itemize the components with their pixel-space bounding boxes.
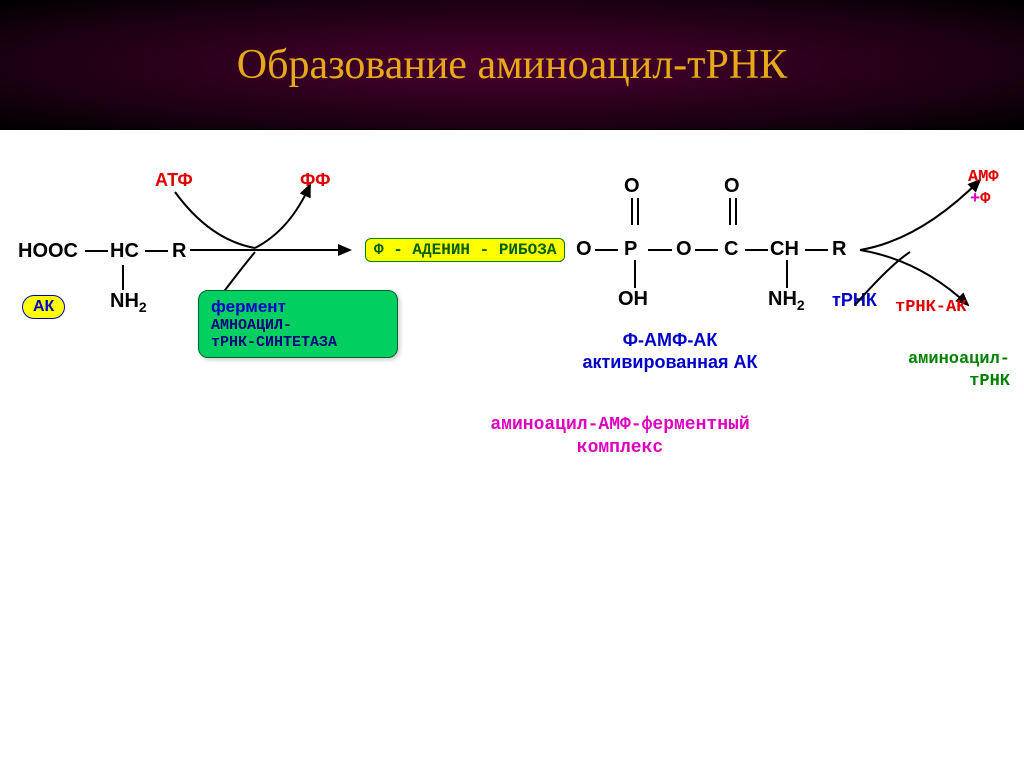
complex-label2: комплекс [420, 438, 820, 458]
aminoacyl-label1: аминоацил- [880, 350, 1010, 369]
c-atom: C [724, 238, 738, 261]
page-title: Образование аминоацил-тРНК [237, 41, 787, 89]
ak-pill: АК [22, 295, 65, 319]
activated-ak-label1: Ф-АМФ-АК [540, 330, 800, 351]
reaction-diagram: HOOC HC R NH2 АК АТФ ФФ фермент АМНОАЦИЛ… [0, 130, 1024, 768]
trna-ak-label: тРНК-АК [895, 298, 966, 317]
amp-label: АМФ [968, 168, 999, 187]
slide-header: Образование аминоацил-тРНК [0, 0, 1024, 130]
o-bridge-mid: O [676, 238, 692, 261]
p-atom: P [624, 238, 637, 261]
ch-label: CH [770, 238, 799, 261]
o-bridge-left: O [576, 238, 592, 261]
r2-label: R [832, 238, 846, 261]
enzyme-line2a: АМНОАЦИЛ- [211, 317, 385, 334]
o-top-1: O [624, 175, 640, 198]
complex-label1: аминоацил-АМФ-ферментный [420, 415, 820, 435]
enzyme-line2b: тРНК-СИНТЕТАЗА [211, 334, 385, 351]
o-top-2: O [724, 175, 740, 198]
activated-ak-label2: активированная АК [540, 352, 800, 373]
plus-p-label: +Ф [970, 190, 990, 209]
enzyme-line1: фермент [211, 297, 385, 317]
aminoacyl-label2: тРНК [880, 372, 1010, 391]
adenine-ribose-pill: Ф - АДЕНИН - РИБОЗА [365, 238, 565, 262]
nh2-label-2: NH2 [768, 288, 805, 313]
oh-label: OH [618, 288, 648, 311]
enzyme-box: фермент АМНОАЦИЛ- тРНК-СИНТЕТАЗА [198, 290, 398, 358]
